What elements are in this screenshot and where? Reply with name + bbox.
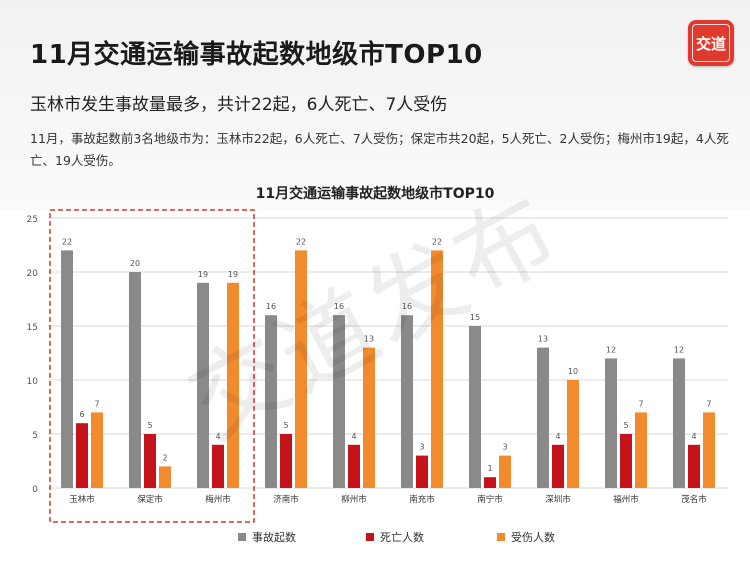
y-tick-label: 20 [27,269,39,279]
data-label-injuries: 3 [502,443,507,452]
bar-deaths [416,455,428,488]
data-label-deaths: 5 [147,421,152,430]
data-label-injuries: 7 [706,399,711,408]
bar-injuries [91,412,103,488]
app-logo: 交道 [688,20,734,66]
data-label-accidents: 12 [606,345,616,354]
page-title: 11月交通运输事故起数地级市TOP10 [30,40,483,70]
logo-text: 交道 [692,24,730,62]
y-tick-label: 10 [27,377,39,387]
data-label-injuries: 10 [568,367,578,376]
bar-deaths [620,434,632,488]
x-tick-label: 济南市 [273,494,299,505]
legend-label-deaths: 死亡人数 [380,530,424,544]
bar-injuries [227,282,239,488]
data-label-accidents: 15 [470,313,480,322]
x-tick-label: 玉林市 [69,494,95,505]
data-label-deaths: 4 [691,432,696,441]
x-tick-label: 柳州市 [341,494,367,505]
bar-accidents [61,250,73,488]
bar-accidents [401,315,413,488]
highlight-box [49,209,255,523]
data-label-deaths: 4 [351,432,356,441]
bar-accidents [605,358,617,488]
page-subtitle: 玉林市发生事故量最多，共计22起，6人死亡、7人受伤 [30,95,448,115]
data-label-accidents: 16 [402,302,412,311]
x-tick-label: 梅州市 [205,494,231,505]
data-label-deaths: 4 [555,432,560,441]
bar-accidents [469,326,481,488]
data-label-injuries: 2 [162,453,167,462]
bar-accidents [673,358,685,488]
bar-injuries [703,412,715,488]
bar-injuries [635,412,647,488]
bar-deaths [76,423,88,488]
bar-deaths [348,444,360,488]
data-label-deaths: 5 [623,421,628,430]
bar-accidents [197,282,209,488]
data-label-accidents: 16 [334,302,344,311]
bar-accidents [537,347,549,488]
legend-swatch-injuries [497,533,505,541]
bar-deaths [688,444,700,488]
y-tick-label: 25 [27,215,38,225]
x-tick-label: 福州市 [613,494,639,505]
data-label-deaths: 6 [79,410,84,419]
header-background [0,0,750,210]
x-tick-label: 深圳市 [545,494,571,505]
data-label-accidents: 16 [266,302,276,311]
bar-injuries [567,380,579,488]
bar-injuries [363,347,375,488]
bar-deaths [280,434,292,488]
bar-accidents [265,315,277,488]
bar-accidents [333,315,345,488]
legend-label-accidents: 事故起数 [252,530,296,544]
bar-deaths [212,444,224,488]
data-label-injuries: 22 [296,237,306,246]
summary-text: 11月，事故起数前3名地级市为：玉林市22起，6人死亡、7人受伤；保定市共20起… [30,131,729,168]
bar-injuries [431,250,443,488]
data-label-accidents: 19 [198,270,208,279]
y-tick-label: 0 [32,485,38,495]
data-label-deaths: 3 [419,443,424,452]
data-label-deaths: 5 [283,421,288,430]
data-label-accidents: 22 [62,237,72,246]
data-label-accidents: 20 [130,259,140,268]
y-tick-label: 15 [27,323,38,333]
data-label-deaths: 4 [215,432,220,441]
data-label-accidents: 12 [674,345,684,354]
data-label-injuries: 7 [638,399,643,408]
y-tick-label: 5 [32,431,38,441]
x-tick-label: 南充市 [409,494,435,505]
legend-label-injuries: 受伤人数 [511,531,555,544]
bar-injuries [159,466,171,488]
bar-deaths [552,444,564,488]
data-label-injuries: 7 [94,399,99,408]
legend-swatch-deaths [366,533,374,541]
bar-injuries [295,250,307,488]
legend-swatch-accidents [238,533,246,541]
data-label-injuries: 22 [432,237,442,246]
chart-title: 11月交通运输事故起数地级市TOP10 [256,185,495,202]
data-label-deaths: 1 [487,464,492,473]
data-label-injuries: 19 [228,270,238,279]
data-label-accidents: 13 [538,335,548,344]
bar-injuries [499,455,511,488]
bar-accidents [129,272,141,488]
bar-deaths [144,434,156,488]
x-tick-label: 茂名市 [681,494,707,505]
x-tick-label: 保定市 [137,494,163,505]
x-tick-label: 南宁市 [477,494,503,505]
bar-deaths [484,477,496,488]
data-label-injuries: 13 [364,335,374,344]
